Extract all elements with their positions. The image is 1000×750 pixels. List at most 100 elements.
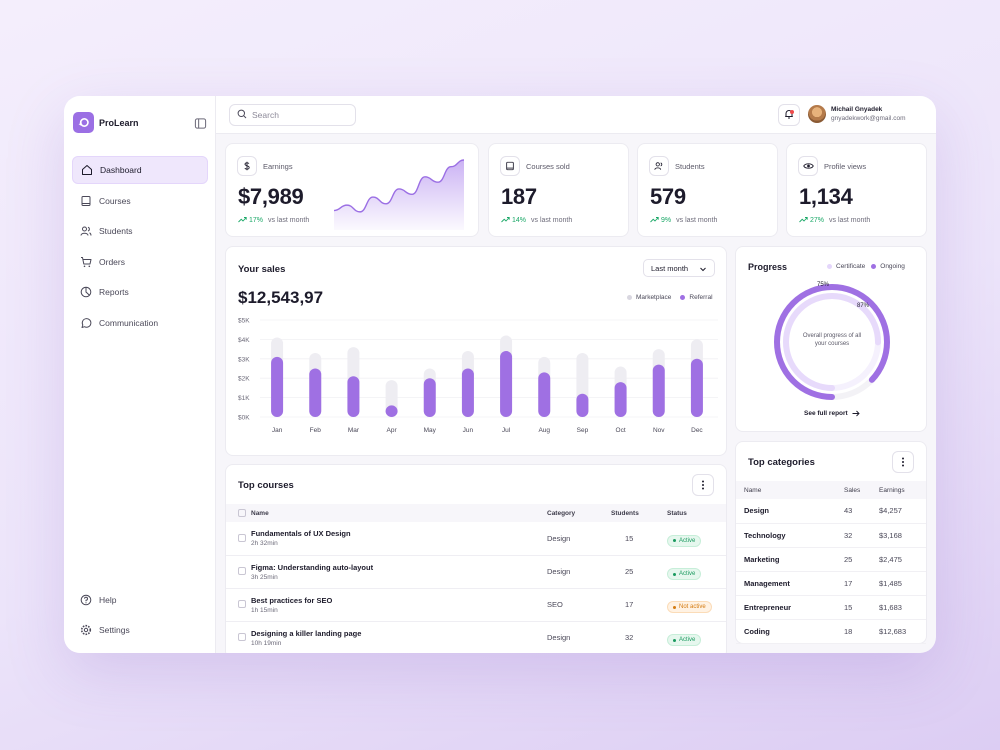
arrow-right-icon	[852, 410, 860, 417]
course-category: Design	[547, 555, 611, 589]
table-row[interactable]: Management 17 $1,485	[736, 571, 926, 596]
period-dropdown[interactable]: Last month	[643, 259, 715, 277]
course-students: 15	[611, 522, 667, 556]
stat-title: Students	[675, 161, 705, 171]
sidebar-item-settings[interactable]: Settings	[72, 616, 208, 644]
top-categories-card: Top categories Name Sales Earnings Desig…	[735, 441, 927, 644]
bar-referral[interactable]	[271, 356, 284, 417]
select-all-checkbox[interactable]	[238, 509, 246, 517]
table-row[interactable]: Marketing 25 $2,475	[736, 547, 926, 572]
y-tick-label: $2K	[238, 376, 250, 383]
category-name: Design	[736, 499, 844, 524]
column-header-status: Status	[667, 509, 687, 517]
notifications-button[interactable]	[778, 104, 800, 126]
sparkline-line	[333, 159, 465, 213]
bar-referral[interactable]	[461, 368, 474, 418]
status-badge: Not active	[667, 601, 712, 613]
stat-change-suffix: vs last month	[829, 217, 871, 224]
trend-up-icon	[650, 216, 659, 225]
stat-value: $7,989	[238, 184, 304, 209]
table-row[interactable]: Figma: Understanding auto-layout 3h 25min…	[226, 555, 726, 589]
category-earnings: $2,475	[879, 547, 926, 572]
stat-change-percent: 9%	[661, 217, 672, 224]
category-name: Coding	[736, 619, 844, 644]
sidebar-item-label: Help	[99, 595, 117, 605]
see-full-report-link[interactable]: See full report	[804, 410, 860, 417]
y-tick-label: $5K	[238, 318, 250, 325]
sidebar-item-dashboard[interactable]: Dashboard	[72, 156, 208, 184]
sales-card: Your sales Last month $12,543,97 Marketp…	[225, 246, 727, 456]
column-header-name: Name	[744, 486, 762, 494]
more-options-button[interactable]	[892, 451, 914, 473]
x-tick-label: Oct	[616, 427, 626, 434]
category-earnings: $1,485	[879, 571, 926, 596]
bar-referral[interactable]	[690, 358, 703, 417]
sidebar-item-courses[interactable]: Courses	[72, 187, 208, 215]
sidebar-item-label: Dashboard	[100, 165, 142, 175]
category-name: Entrepreneur	[736, 595, 844, 620]
legend-swatch	[680, 295, 686, 300]
row-checkbox[interactable]	[238, 633, 246, 642]
bar-referral[interactable]	[309, 368, 322, 418]
bar-referral[interactable]	[576, 393, 589, 417]
sidebar-toggle-icon[interactable]	[194, 117, 208, 131]
bar-referral[interactable]	[423, 378, 436, 417]
stat-change: 17% vs last month	[238, 216, 309, 225]
search-input[interactable]	[252, 110, 347, 120]
table-row[interactable]: Coding 18 $12,683	[736, 619, 926, 644]
user-menu[interactable]: Michail Gnyadek gnyadekwork@gmail.com	[808, 105, 906, 123]
course-duration: 1h 15min	[251, 606, 278, 614]
stat-change-suffix: vs last month	[268, 217, 310, 224]
row-checkbox[interactable]	[238, 567, 246, 576]
earnings-card: Earnings $7,989 17% vs last month	[225, 143, 479, 237]
x-tick-label: Nov	[653, 427, 665, 434]
course-name: Fundamentals of UX Design	[251, 529, 351, 539]
sidebar-item-help[interactable]: Help	[72, 586, 208, 614]
sidebar-item-communication[interactable]: Communication	[72, 309, 208, 337]
table-row[interactable]: Entrepreneur 15 $1,683	[736, 595, 926, 620]
status-label: Active	[679, 537, 696, 544]
trend-up-icon	[238, 216, 247, 225]
students-card: Students 579 9% vs last month	[637, 143, 778, 237]
category-sales: 43	[844, 499, 879, 524]
sidebar-item-students[interactable]: Students	[72, 217, 208, 245]
x-tick-label: Aug	[538, 427, 550, 434]
cart-icon	[80, 256, 92, 268]
bell-icon	[784, 106, 794, 124]
table-row[interactable]: Designing a killer landing page 10h 19min…	[226, 621, 726, 653]
sidebar-item-orders[interactable]: Orders	[72, 248, 208, 276]
search-box[interactable]	[229, 104, 356, 126]
bar-referral[interactable]	[347, 376, 360, 417]
sidebar-item-label: Reports	[99, 287, 129, 297]
course-name: Designing a killer landing page	[251, 628, 362, 638]
category-sales: 18	[844, 619, 879, 644]
bar-referral[interactable]	[385, 405, 398, 417]
sidebar-item-reports[interactable]: Reports	[72, 278, 208, 306]
table-row[interactable]: Design 43 $4,257	[736, 499, 926, 524]
brand-name: ProLearn	[99, 117, 139, 128]
course-duration: 2h 32min	[251, 540, 278, 548]
bar-referral[interactable]	[500, 351, 513, 417]
x-tick-label: Jul	[502, 427, 511, 434]
bar-referral[interactable]	[652, 364, 665, 417]
more-options-button[interactable]	[692, 474, 714, 496]
y-tick-label: $1K	[238, 395, 250, 402]
ongoing-percent-label: 87%	[857, 303, 870, 309]
row-checkbox[interactable]	[238, 534, 246, 543]
row-checkbox[interactable]	[238, 600, 246, 609]
bar-referral[interactable]	[538, 372, 551, 417]
y-tick-label: $0K	[238, 415, 250, 422]
certificate-percent-label: 75%	[817, 282, 830, 288]
bar-referral[interactable]	[614, 382, 627, 417]
legend-label: Marketplace	[636, 294, 672, 301]
category-sales: 17	[844, 571, 879, 596]
more-vertical-icon	[902, 457, 904, 467]
table-row[interactable]: Technology 32 $3,168	[736, 523, 926, 548]
chevron-down-icon	[700, 267, 706, 272]
sales-total: $12,543,97	[238, 288, 324, 307]
table-row[interactable]: Best practices for SEO 1h 15min SEO 17 No…	[226, 588, 726, 622]
category-earnings: $4,257	[879, 499, 926, 524]
earnings-sparkline	[333, 159, 465, 230]
table-row[interactable]: Fundamentals of UX Design 2h 32min Design…	[226, 522, 726, 556]
brand[interactable]: ProLearn	[73, 112, 139, 133]
